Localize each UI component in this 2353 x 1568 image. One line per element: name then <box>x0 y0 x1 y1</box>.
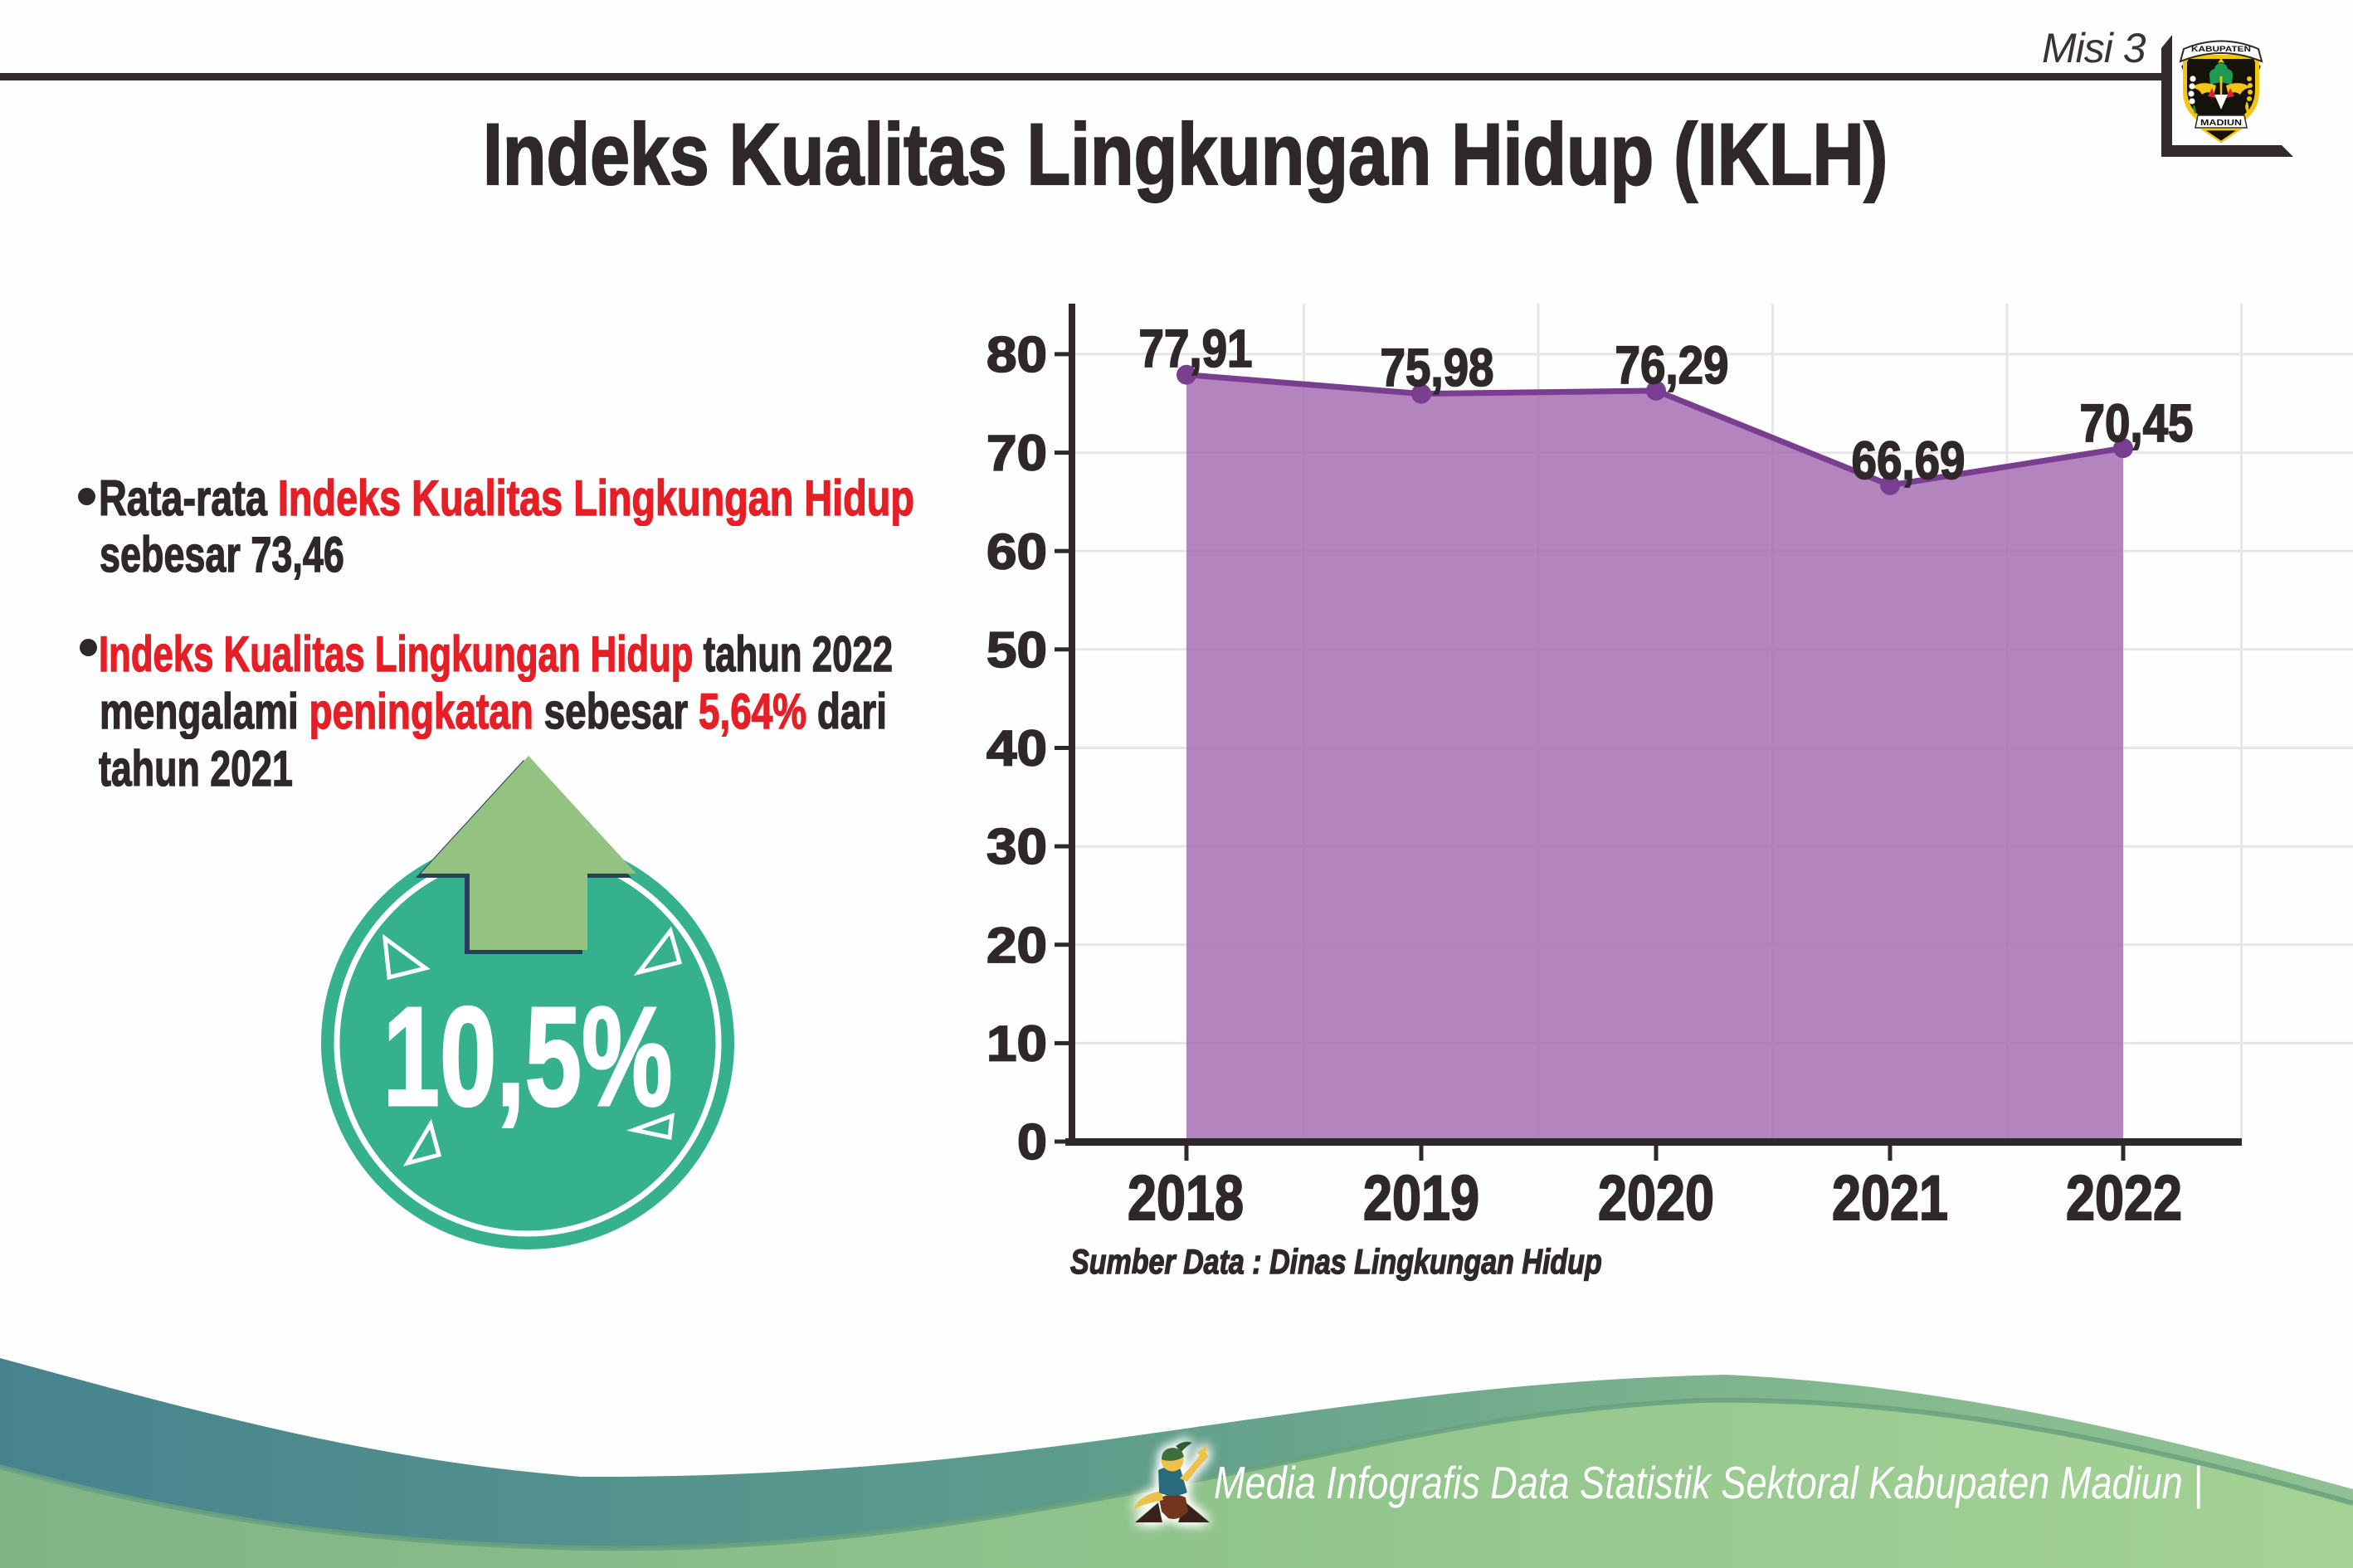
svg-text:2019: 2019 <box>1363 1163 1479 1234</box>
svg-text:2018: 2018 <box>1128 1163 1244 1234</box>
svg-text:60: 60 <box>987 523 1047 579</box>
svg-text:10,5%: 10,5% <box>383 978 673 1136</box>
svg-text:2020: 2020 <box>1598 1163 1714 1234</box>
svg-text:2022: 2022 <box>2066 1163 2182 1234</box>
svg-text:80: 80 <box>987 327 1047 382</box>
svg-text:MADIUN: MADIUN <box>2200 118 2242 128</box>
svg-text:70,45: 70,45 <box>2080 393 2194 453</box>
svg-text:77,91: 77,91 <box>1139 319 1253 378</box>
svg-text:10: 10 <box>987 1016 1047 1072</box>
svg-text:Media Infografis Data Statisti: Media Infografis Data Statistik Sektoral… <box>1214 1457 2203 1509</box>
svg-text:20: 20 <box>987 918 1047 973</box>
svg-text:30: 30 <box>987 819 1047 874</box>
svg-text:40: 40 <box>987 721 1047 777</box>
svg-text:KABUPATEN: KABUPATEN <box>2191 45 2251 54</box>
svg-text:2021: 2021 <box>1832 1163 1948 1234</box>
svg-text:75,98: 75,98 <box>1381 338 1494 397</box>
svg-text:50: 50 <box>987 622 1047 678</box>
svg-text:66,69: 66,69 <box>1852 431 1966 490</box>
svg-text:70: 70 <box>987 426 1047 481</box>
svg-text:76,29: 76,29 <box>1615 335 1729 395</box>
svg-text:0: 0 <box>1017 1114 1047 1170</box>
